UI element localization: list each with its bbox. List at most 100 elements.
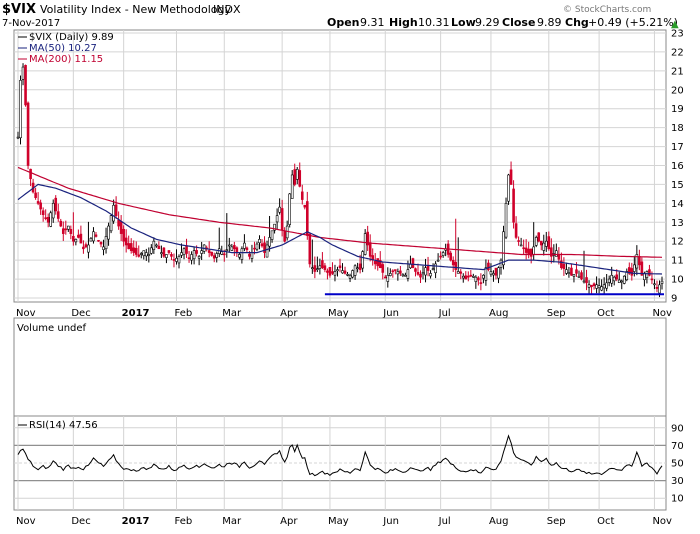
ohlc-bar-body (492, 273, 495, 276)
ohlc-bar-body (19, 80, 22, 139)
rsi-x-tick-label: Oct (597, 516, 614, 527)
price-y-tick-label: 19 (671, 104, 684, 115)
index-name-text: Volatility Index - New Methodology (40, 3, 231, 16)
ohlc-bar-body (524, 247, 528, 253)
ohlc-bar-body (160, 252, 163, 255)
open-label: Open (327, 16, 360, 29)
ohlc-bar-body (54, 197, 58, 212)
ohlc-bar-body (119, 221, 123, 234)
ohlc-bar-body (454, 261, 458, 270)
price-panel: 9 10 11 12 13 14 15 16 17 18 19 20 21 22 23 Nov Dec 2017… (13, 29, 684, 319)
ohlc-bar-body (220, 251, 224, 255)
ohlc-bar-body (567, 272, 571, 274)
ohlc-bar-body (617, 279, 621, 284)
ohlc-bar-body (464, 275, 468, 280)
ohlc-bar-body (363, 233, 367, 255)
ohlc-bar-body (134, 247, 138, 255)
ohlc-bar-body (74, 239, 78, 243)
volume-panel-frame (13, 317, 667, 417)
ohlc-bar-body (368, 242, 372, 257)
ohlc-bar-body (155, 244, 158, 247)
ohlc-bar-body (293, 169, 297, 185)
price-x-tick-label: Aug (489, 308, 509, 319)
ohlc-bar-body (152, 240, 156, 250)
high-value: 10.31 (418, 16, 450, 29)
rsi-x-tick-label: Feb (174, 516, 192, 527)
ohlc-bar-body (311, 267, 314, 270)
ohlc-bar-body (24, 64, 27, 106)
ohlc-bar-body (243, 242, 246, 249)
ohlc-bar-body (356, 267, 359, 270)
ohlc-bar-body (290, 174, 294, 199)
ohlc-bar-body (127, 243, 130, 250)
ohlc-bar-body (439, 255, 442, 258)
ohlc-bar-body (562, 263, 566, 269)
ohlc-bar-body (343, 270, 347, 274)
ohlc-bar-body (263, 242, 266, 253)
price-y-tick-label: 14 (671, 199, 684, 210)
rsi-x-tick-label: Jul (438, 516, 451, 527)
ohlc-bar-body (316, 268, 319, 270)
ohlc-bar-body (404, 274, 407, 277)
rsi-panel: 10 30 50 70 90 RSI(14) 47.56 (13, 415, 684, 511)
ohlc-bar-body (51, 203, 55, 219)
price-x-tick-label: May (328, 308, 349, 319)
ohlc-bar-body (197, 256, 201, 259)
price-y-tick-label: 18 (671, 123, 684, 134)
ohlc-bar-body (580, 272, 583, 280)
ohlc-bar-body (482, 274, 485, 279)
ohlc-bar-body (109, 215, 113, 232)
volume-label: Volume undef (17, 323, 87, 334)
ohlc-bar-body (595, 284, 598, 289)
ohlc-bar-body (479, 282, 483, 284)
ohlc-bar-body (391, 270, 395, 273)
price-y-tick-label: 20 (671, 85, 684, 96)
price-y-tick-label: 13 (671, 218, 684, 229)
ohlc-bar-body (338, 265, 342, 269)
ohlc-bar-body (373, 261, 377, 265)
ohlc-bar-body (590, 284, 593, 287)
ohlc-bar-body (36, 201, 40, 204)
ohlc-bar-body (180, 252, 183, 256)
ohlc-bar-body (622, 275, 626, 284)
ohlc-bar-body (547, 236, 551, 250)
symbol-text: $VIX (2, 2, 36, 17)
ohlc-bar-body (175, 257, 178, 262)
ohlc-bar-body (605, 282, 608, 289)
ohlc-bar-body (459, 271, 463, 274)
price-x-tick-label: Nov (16, 308, 36, 319)
ohlc-bar-body (200, 250, 203, 254)
ohlc-bar-body (87, 244, 90, 253)
ohlc-bar-body (288, 193, 291, 225)
ohlc-bar-body (240, 248, 244, 260)
price-x-tick-label: Mar (222, 308, 242, 319)
ohlc-bar-body (26, 102, 30, 166)
ohlc-bar-body (92, 231, 95, 242)
rsi-x-tick-label: Mar (222, 516, 242, 527)
close-label: Close (502, 16, 535, 29)
ohlc-bar-body (97, 239, 100, 242)
price-y-axis: 9 10 11 12 13 14 15 16 17 18 19 20 21 22 23 (671, 29, 684, 305)
ohlc-bar-body (539, 240, 543, 246)
ohlc-bar-body (507, 174, 510, 202)
ohlc-bar-body (627, 267, 631, 274)
ohlc-bar-body (534, 237, 538, 246)
ohlc-bar-body (29, 168, 32, 180)
price-y-tick-label: 23 (671, 29, 684, 40)
ohlc-bar-body (235, 247, 239, 252)
ma200-legend-label: MA(200) 11.15 (29, 54, 103, 65)
ohlc-bar-body (142, 250, 146, 256)
ohlc-bar-body (602, 284, 606, 289)
rsi-x-tick-label: Aug (489, 516, 509, 527)
ohlc-bar-body (434, 263, 437, 274)
ohlc-bar-body (512, 188, 515, 223)
price-bars (16, 63, 664, 298)
ohlc-bar-body (529, 248, 533, 257)
ohlc-bar-body (630, 268, 634, 276)
ohlc-bar-body (170, 254, 173, 257)
price-x-tick-label: Feb (174, 308, 192, 319)
ohlc-bar-body (137, 254, 141, 257)
ohlc-bar-body (361, 251, 364, 269)
ohlc-bar-body (660, 280, 664, 284)
ohlc-bar-body (212, 255, 216, 259)
